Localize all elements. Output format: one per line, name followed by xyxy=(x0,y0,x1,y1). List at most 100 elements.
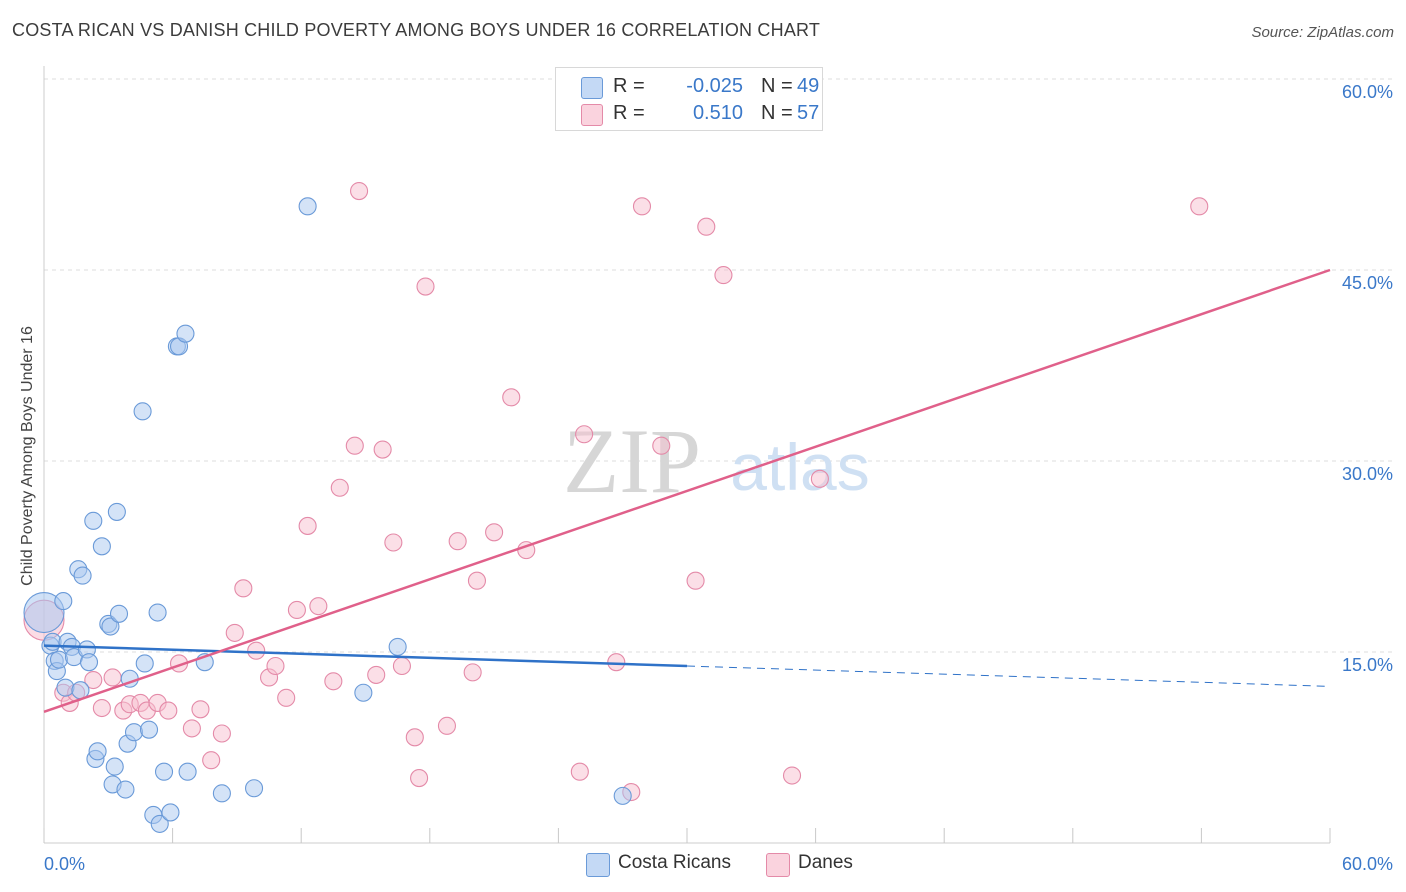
costa-ricans-point xyxy=(150,814,169,833)
danes-point xyxy=(463,663,482,682)
legend-n-value: 49 xyxy=(797,75,820,97)
legend-r-value: 0.510 xyxy=(692,102,743,124)
costa-ricans-point xyxy=(49,650,69,669)
costa-ricans-trend-line xyxy=(43,644,688,668)
danes-point xyxy=(686,571,705,590)
danes-point xyxy=(632,197,652,216)
danes-trend-line xyxy=(43,268,1331,714)
bottom-legend-label: Danes xyxy=(798,852,853,873)
danes-point xyxy=(392,656,411,676)
costa-ricans-point xyxy=(161,803,180,822)
danes-point xyxy=(416,277,435,296)
legend-n-label: N = xyxy=(761,102,793,124)
danes-point xyxy=(225,623,244,642)
costa-ricans-point xyxy=(107,502,126,521)
danes-point xyxy=(448,532,467,551)
legend-r-label: R = xyxy=(613,102,645,124)
danes-point xyxy=(405,728,424,747)
danes-point xyxy=(410,769,429,788)
danes-point xyxy=(384,533,403,552)
danes-point xyxy=(234,579,253,598)
danes-point xyxy=(247,641,266,660)
source-label: Source: ZipAtlas.com xyxy=(1251,24,1394,41)
costa-ricans-point xyxy=(139,720,159,739)
danes-point xyxy=(350,182,369,201)
danes-point xyxy=(652,436,671,455)
y-tick-label-45: 45.0% xyxy=(1342,273,1393,293)
danes-point xyxy=(467,571,487,590)
costa-ricans-point xyxy=(212,784,231,803)
danes-point xyxy=(373,440,392,459)
costa-ricans-point xyxy=(178,762,197,781)
danes-point xyxy=(309,597,328,616)
y-tick-label-30: 30.0% xyxy=(1342,464,1393,484)
costa-ricans-point xyxy=(109,604,129,623)
x-tick-label-min: 0.0% xyxy=(44,854,85,874)
legend-r-label: R = xyxy=(613,75,645,97)
watermark-atlas: atlas xyxy=(730,430,869,504)
stats-legend: R = -0.025 N = 49 R = 0.510 N = 57 xyxy=(555,67,823,131)
bottom-legend-label: Costa Ricans xyxy=(618,852,731,873)
costa-ricans-point xyxy=(23,591,65,634)
chart-title: COSTA RICAN VS DANISH CHILD POVERTY AMON… xyxy=(12,20,821,40)
danes-point xyxy=(1190,197,1209,216)
danes-point xyxy=(575,425,594,444)
legend-n-value: 57 xyxy=(797,102,820,124)
danes-point xyxy=(202,751,221,770)
trend-lines xyxy=(43,268,1331,714)
costa-ricans-point xyxy=(56,678,75,697)
danes-point xyxy=(330,478,349,497)
danes-point xyxy=(324,672,343,691)
danes-point xyxy=(345,436,364,455)
costa-ricans-point xyxy=(135,654,154,673)
danes-points xyxy=(23,182,1209,802)
tick-labels: 15.0% 30.0% 45.0% 60.0% 0.0% 60.0% xyxy=(44,82,1393,874)
danes-point xyxy=(697,217,716,236)
danes-point xyxy=(714,266,733,285)
legend-n-label: N = xyxy=(761,75,793,97)
danes-point xyxy=(266,656,285,676)
y-tick-label-15: 15.0% xyxy=(1342,655,1393,675)
costa-ricans-point xyxy=(388,637,407,656)
danes-point xyxy=(570,762,589,781)
costa-ricans-point xyxy=(148,603,167,622)
costa-ricans-point xyxy=(92,537,111,556)
costa-ricans-point xyxy=(73,566,92,585)
costa-ricans-point xyxy=(88,742,107,761)
costa-ricans-point xyxy=(116,780,135,799)
costa-ricans-point xyxy=(54,592,73,611)
danes-point xyxy=(84,670,103,690)
danes-point xyxy=(159,701,178,720)
costa-ricans-point xyxy=(244,779,264,798)
costa-ricans-point xyxy=(84,511,103,530)
costa-ricans-trend-line-extension xyxy=(686,665,1331,687)
costa-ricans-point xyxy=(354,683,373,702)
costa-ricans-point xyxy=(154,762,174,781)
danes-point xyxy=(182,719,201,738)
danes-point xyxy=(607,653,626,672)
danes-point xyxy=(367,665,386,684)
costa-ricans-point xyxy=(43,632,62,651)
gridlines xyxy=(44,78,1393,653)
danes-point xyxy=(277,688,296,707)
danes-point xyxy=(437,716,456,735)
costa-ricans-point xyxy=(613,786,632,805)
danes-point xyxy=(298,516,317,535)
legend-r-value: -0.025 xyxy=(686,75,743,97)
costa-ricans-point xyxy=(298,197,317,216)
danes-point xyxy=(212,724,231,743)
costa-ricans-point xyxy=(124,723,144,742)
costa-ricans-point xyxy=(105,757,124,776)
costa-ricans-point xyxy=(101,617,120,636)
costa-ricans-points xyxy=(23,197,632,833)
legend-swatch-pink xyxy=(581,104,603,126)
legend-swatch-blue xyxy=(581,77,603,99)
danes-point xyxy=(782,766,802,785)
costa-ricans-point xyxy=(79,653,99,672)
danes-point xyxy=(191,700,210,719)
danes-point xyxy=(485,523,504,542)
bottom-legend-swatch-pink xyxy=(766,853,790,877)
costa-ricans-point xyxy=(176,324,195,343)
danes-point xyxy=(810,469,829,488)
danes-point xyxy=(103,668,122,687)
